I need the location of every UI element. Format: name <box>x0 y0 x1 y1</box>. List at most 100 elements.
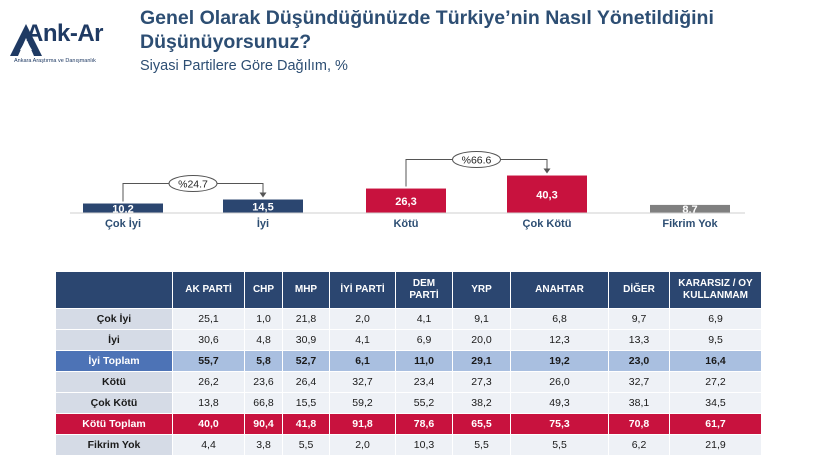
table-cell: 4,1 <box>329 329 396 351</box>
table-column-header: DEM PARTİ <box>395 271 453 309</box>
bar <box>223 199 303 213</box>
table-column-header: ANAHTAR <box>510 271 609 309</box>
table-cell: 66,8 <box>244 392 283 414</box>
table-cell: 26,2 <box>172 371 245 393</box>
table-row-label: Çok İyi <box>55 308 173 330</box>
table-cell: 9,7 <box>608 308 670 330</box>
table-cell: 32,7 <box>329 371 396 393</box>
brand-name: Ank-Ar <box>26 20 104 47</box>
table-cell: 23,0 <box>608 350 670 372</box>
table-cell: 16,4 <box>669 350 762 372</box>
table-cell: 5,8 <box>244 350 283 372</box>
category-label: Kötü <box>393 218 418 230</box>
table-cell: 59,2 <box>329 392 396 414</box>
table-row-label: Fikrim Yok <box>55 434 173 456</box>
table-cell: 3,8 <box>244 434 283 456</box>
table-cell: 75,3 <box>510 413 609 435</box>
table-row-label: Çok Kötü <box>55 392 173 414</box>
table-cell: 5,5 <box>510 434 609 456</box>
category-label: Fikrim Yok <box>662 218 718 230</box>
table-cell: 26,0 <box>510 371 609 393</box>
table-cell: 30,6 <box>172 329 245 351</box>
annotation-label: %66.6 <box>462 155 492 167</box>
bar <box>650 204 730 213</box>
table-cell: 25,1 <box>172 308 245 330</box>
category-label: İyi <box>257 217 269 230</box>
table-cell: 2,0 <box>329 434 396 456</box>
annotation-bubble <box>168 175 218 193</box>
table-cell: 34,5 <box>669 392 762 414</box>
table-cell: 78,6 <box>395 413 453 435</box>
table-corner <box>55 271 173 309</box>
table-cell: 30,9 <box>282 329 330 351</box>
table-row-label: Kötü <box>55 371 173 393</box>
table-cell: 6,1 <box>329 350 396 372</box>
table-cell: 2,0 <box>329 308 396 330</box>
table-cell: 38,1 <box>608 392 670 414</box>
table-row: Kötü Toplam 40,0 90,4 41,8 91,8 78,6 65,5 75,3 7… <box>55 413 762 435</box>
table-cell: 5,5 <box>452 434 511 456</box>
table-column-header: CHP <box>244 271 283 309</box>
table-cell: 23,4 <box>395 371 453 393</box>
bar-value-label: 26,3 <box>395 196 416 208</box>
table-cell: 1,0 <box>244 308 283 330</box>
table-cell: 4,4 <box>172 434 245 456</box>
table-row-label: İyi <box>55 329 173 351</box>
table-cell: 49,3 <box>510 392 609 414</box>
table-row-label: İyi Toplam <box>55 350 173 372</box>
annotation-arrow-icon <box>259 192 267 198</box>
table-cell: 52,7 <box>282 350 330 372</box>
bar-value-label: 40,3 <box>536 189 557 201</box>
bar-value-label: 10,2 <box>112 203 133 215</box>
table-cell: 90,4 <box>244 413 283 435</box>
table-row: İyi Toplam 55,7 5,8 52,7 6,1 11,0 29,1 19,2 23,0… <box>55 350 762 372</box>
table-cell: 20,0 <box>452 329 511 351</box>
table-cell: 15,5 <box>282 392 330 414</box>
table-cell: 12,3 <box>510 329 609 351</box>
chart-title: Genel Olarak Düşündüğünüzde Türkiye’nin … <box>140 7 714 53</box>
category-label: Çok İyi <box>105 217 141 230</box>
table-cell: 9,5 <box>669 329 762 351</box>
table-cell: 11,0 <box>395 350 453 372</box>
table-cell: 4,1 <box>395 308 453 330</box>
bar-chart: 10,2 Çok İyi 14,5 İyi 26,3 Kötü 40,3 Çok Kötü 8,… <box>70 151 745 230</box>
table-column-header: KARARSIZ / OY KULLANMAM <box>669 271 762 309</box>
table-cell: 19,2 <box>510 350 609 372</box>
table-cell: 9,1 <box>452 308 511 330</box>
table-cell: 21,9 <box>669 434 762 456</box>
table-row: Çok Kötü 13,8 66,8 15,5 59,2 55,2 38,2 49,3 38,1… <box>55 392 762 414</box>
table-cell: 26,4 <box>282 371 330 393</box>
table-cell: 38,2 <box>452 392 511 414</box>
annotation-bubble <box>452 151 501 169</box>
bar <box>83 203 163 213</box>
bar-value-label: 14,5 <box>252 201 273 213</box>
table-row: Fikrim Yok 4,4 3,8 5,5 2,0 10,3 5,5 5,5 6,2 21,9 <box>55 434 762 456</box>
brand-logo <box>6 14 136 74</box>
table-cell: 70,8 <box>608 413 670 435</box>
table-cell: 55,2 <box>395 392 453 414</box>
annotation-label: %24.7 <box>178 179 208 191</box>
table-row: Çok İyi 25,1 1,0 21,8 2,0 4,1 9,1 6,8 9,7 6,9 <box>55 308 762 330</box>
table-cell: 61,7 <box>669 413 762 435</box>
table-cell: 41,8 <box>282 413 330 435</box>
table-cell: 6,8 <box>510 308 609 330</box>
table-column-header: MHP <box>282 271 330 309</box>
table-cell: 23,6 <box>244 371 283 393</box>
bar <box>507 175 587 213</box>
table-cell: 6,9 <box>669 308 762 330</box>
table-cell: 27,2 <box>669 371 762 393</box>
table-cell: 29,1 <box>452 350 511 372</box>
table-cell: 91,8 <box>329 413 396 435</box>
bar-value-label: 8,7 <box>682 204 697 216</box>
table-cell: 13,3 <box>608 329 670 351</box>
table-cell: 4,8 <box>244 329 283 351</box>
brand-tagline: Ankara Araştırma ve Danışmanlık <box>14 58 96 64</box>
table-cell: 6,9 <box>395 329 453 351</box>
category-label: Çok Kötü <box>523 218 572 230</box>
table-row: İyi 30,6 4,8 30,9 4,1 6,9 20,0 12,3 13,3 9,5 <box>55 329 762 351</box>
table-cell: 40,0 <box>172 413 245 435</box>
table-column-header: İYİ PARTİ <box>329 271 396 309</box>
table-row-label: Kötü Toplam <box>55 413 173 435</box>
table-column-header: YRP <box>452 271 511 309</box>
table-cell: 55,7 <box>172 350 245 372</box>
